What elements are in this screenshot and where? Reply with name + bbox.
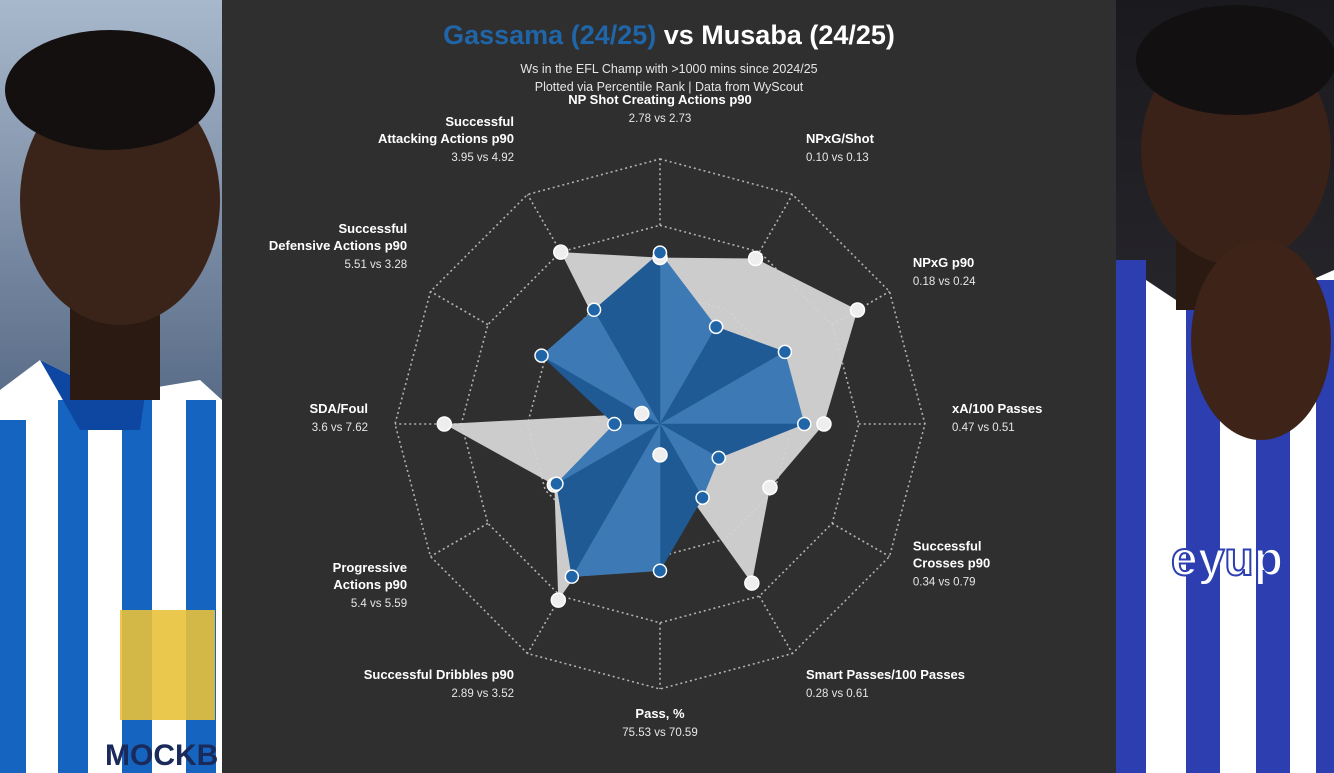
grid-spoke (526, 194, 562, 253)
grid-spoke (430, 522, 489, 558)
musaba-point (634, 405, 650, 422)
axis-label-text: NP Shot Creating Actions p90 (568, 92, 751, 107)
gassama-point (695, 490, 710, 505)
axis-label: Smart Passes/100 Passes 0.28 vs 0.61 (806, 667, 965, 700)
axis-label-text: NPxG/Shot (806, 131, 875, 146)
series-gassama-wedge (593, 252, 661, 425)
grid-spoke (758, 194, 794, 253)
axis-label: NP Shot Creating Actions p90 2.78 vs 2.73 (568, 92, 751, 125)
axis-value-text: 75.53 vs 70.59 (622, 727, 697, 739)
chart-panel: Gassama (24/25) vs Musaba (24/25) Ws in … (222, 0, 1116, 773)
title-player1: Gassama (24/25) (443, 20, 657, 50)
gassama-point (652, 245, 668, 260)
gassama-point (796, 416, 812, 432)
axis-label-text: xA/100 Passes (952, 401, 1042, 416)
svg-text:eyup: eyup (1171, 533, 1283, 586)
gassama-point (708, 319, 724, 335)
axis-label-text: Successful (338, 221, 407, 236)
svg-text:MOCKB: MOCKB (105, 739, 218, 772)
series-gassama-area (541, 251, 805, 578)
musaba-point (849, 302, 866, 318)
axis-value-text: 2.89 vs 3.52 (451, 688, 514, 700)
axis-value-text: 3.95 vs 4.92 (451, 152, 514, 164)
grid-spoke (758, 595, 794, 654)
axis-value-text: 0.47 vs 0.51 (952, 422, 1015, 434)
axis-label: Progressive Actions p90 5.4 vs 5.59 (333, 560, 407, 610)
musaba-point (816, 416, 832, 432)
gassama-point (564, 569, 580, 584)
right-player-photo: eyup (1116, 0, 1334, 773)
axis-label: Successful Defensive Actions p90 5.51 vs 3… (269, 221, 407, 271)
gassama-point (586, 302, 602, 318)
gassama-point (549, 476, 564, 492)
axis-label: NPxG/Shot 0.10 vs 0.13 (806, 131, 875, 164)
grid-ring-3 (394, 158, 926, 690)
axis-value-text: 5.4 vs 5.59 (351, 598, 407, 610)
axis-label: Successful Attacking Actions p90 3.95 vs 4… (378, 114, 514, 164)
radar-chart: NP Shot Creating Actions p90 2.78 vs 2.73… (269, 92, 1042, 739)
axis-label-text: SDA/Foul (310, 401, 369, 416)
axis-value-text: 5.51 vs 3.28 (344, 259, 407, 271)
axis-value-text: 2.78 vs 2.73 (629, 113, 692, 125)
axis-value-text: 0.28 vs 0.61 (806, 688, 869, 700)
musaba-point (553, 244, 569, 260)
axis-label: Successful Dribbles p90 2.89 vs 3.52 (364, 667, 514, 700)
axis-label-text: Defensive Actions p90 (269, 238, 407, 253)
axis-label-text: Successful (445, 114, 514, 129)
grid-spoke (831, 522, 890, 558)
chart-title: Gassama (24/25) vs Musaba (24/25) (222, 20, 1116, 51)
axis-label: xA/100 Passes 0.47 vs 0.51 (952, 401, 1042, 434)
gassama-point (711, 450, 727, 466)
musaba-point (762, 479, 778, 496)
axis-label-text: Successful Dribbles p90 (364, 667, 514, 682)
musaba-point (747, 250, 764, 267)
gassama-point (534, 348, 549, 363)
gassama-point (777, 344, 793, 360)
musaba-point (652, 447, 668, 463)
axis-label-text: Actions p90 (333, 577, 407, 592)
musaba-point (744, 575, 760, 591)
axis-label-text: Crosses p90 (913, 556, 990, 571)
axis-value-text: 0.18 vs 0.24 (913, 276, 976, 288)
axis-label-text: Attacking Actions p90 (378, 131, 514, 146)
axis-label: Successful Crosses p90 0.34 vs 0.79 (913, 539, 990, 589)
axis-label-text: Successful (913, 539, 982, 554)
axis-label-text: Pass, % (635, 706, 685, 721)
axis-label-text: NPxG p90 (913, 255, 974, 270)
axis-value-text: 0.10 vs 0.13 (806, 152, 869, 164)
left-player-photo: MOCKB (0, 0, 222, 773)
gassama-point (652, 563, 668, 578)
chart-subtitle-line1: Ws in the EFL Champ with >1000 mins sinc… (520, 62, 818, 76)
musaba-point (436, 416, 453, 432)
chart-subtitle-line2: Plotted via Percentile Rank | Data from … (534, 80, 804, 94)
axis-label: NPxG p90 0.18 vs 0.24 (913, 255, 976, 288)
axis-value-text: 0.34 vs 0.79 (913, 577, 976, 589)
musaba-point (550, 592, 567, 608)
axis-label-text: Smart Passes/100 Passes (806, 667, 965, 682)
title-player2: Musaba (24/25) (701, 20, 895, 50)
title-separator: vs (656, 20, 702, 50)
grid-spoke (430, 290, 489, 326)
axis-value-text: 3.6 vs 7.62 (312, 422, 368, 434)
axis-label: Pass, % 75.53 vs 70.59 (622, 706, 697, 739)
gassama-point (607, 416, 622, 432)
axis-label-text: Progressive (333, 560, 407, 575)
axis-label: SDA/Foul 3.6 vs 7.62 (310, 401, 369, 434)
